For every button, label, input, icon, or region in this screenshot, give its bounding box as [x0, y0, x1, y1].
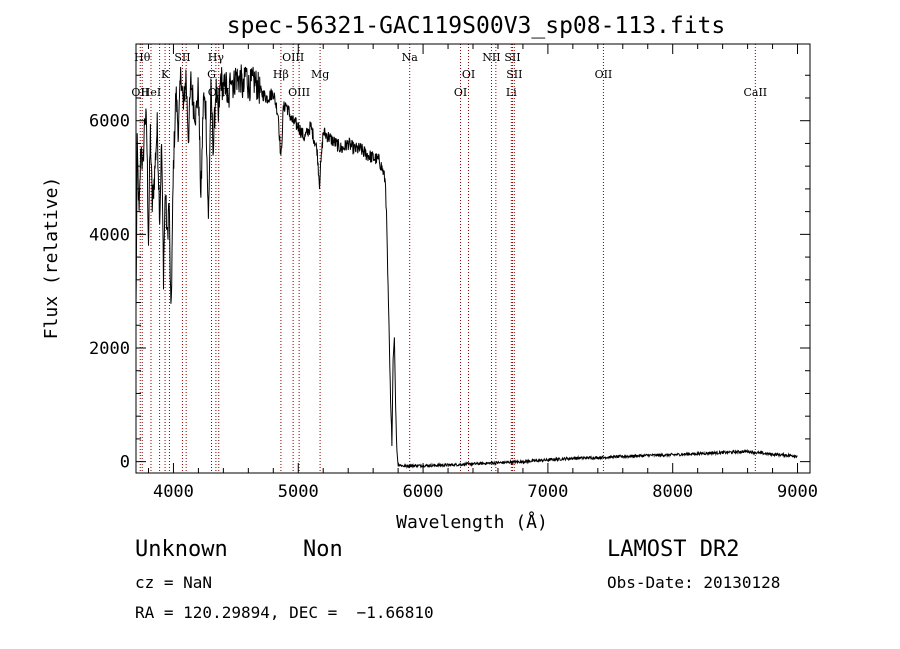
plot-frame: [135, 43, 811, 474]
line-label-21: SII: [504, 51, 520, 64]
chart-title: spec-56321-GAC119S00V3_sp08-113.fits: [227, 13, 726, 39]
x-tick-label-4000: 4000: [153, 482, 194, 502]
y-tick-label-4000: 4000: [89, 225, 130, 245]
x-tick-label-8000: 8000: [652, 482, 693, 502]
line-label-8: G: [207, 68, 216, 81]
x-axis-ticks: 4000 5000 6000 7000 8000 9000: [147, 44, 818, 502]
x-tick-label-7000: 7000: [527, 482, 568, 502]
line-label-4: K: [161, 68, 170, 81]
line-label-14: Mg: [311, 68, 329, 81]
obs-date: Obs-Date: 20130128: [607, 573, 781, 592]
line-label-15: Na: [402, 51, 419, 64]
line-label-2: HeI: [141, 86, 161, 99]
line-label-6: SII: [174, 51, 190, 64]
line-label-13: OIII: [288, 86, 310, 99]
y-axis-ticks: 0 2000 4000 6000: [89, 74, 810, 473]
emission-lines: [139, 44, 756, 473]
line-label-18: NII: [482, 51, 500, 64]
line-label-17: OI: [462, 68, 475, 81]
line-label-24: CaII: [743, 86, 767, 99]
x-tick-label-9000: 9000: [777, 482, 818, 502]
cz-value: cz = NaN: [135, 573, 213, 592]
coordinates: RA = 120.29894, DEC = −1.66810: [135, 603, 434, 622]
survey-label: LAMOST DR2: [607, 537, 740, 562]
line-label-1: Hθ: [134, 51, 151, 64]
class-label: Unknown: [135, 537, 228, 562]
spectrum-line: [135, 64, 798, 469]
y-tick-label-2000: 2000: [89, 339, 130, 359]
line-label-16: OI: [454, 86, 467, 99]
line-label-23: OII: [595, 68, 613, 81]
line-label-11: Hβ: [273, 68, 289, 81]
x-tick-label-5000: 5000: [278, 482, 319, 502]
line-label-10: OIII: [208, 86, 230, 99]
y-axis-label: Flux (relative): [41, 177, 62, 340]
y-tick-label-6000: 6000: [89, 112, 130, 132]
line-label-12: OIII: [282, 51, 304, 64]
line-label-20: Li: [506, 86, 517, 99]
spectrum-series: [135, 64, 798, 469]
x-tick-label-6000: 6000: [403, 482, 444, 502]
line-label-9: Hγ: [208, 51, 225, 64]
subclass-label: Non: [303, 537, 343, 562]
y-tick-label-0: 0: [120, 453, 130, 473]
x-axis-label: Wavelength (Å): [396, 511, 548, 533]
line-label-22: SII: [506, 68, 522, 81]
